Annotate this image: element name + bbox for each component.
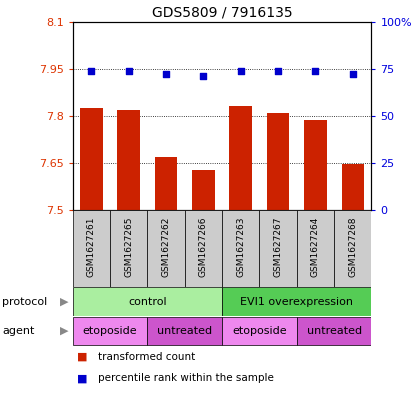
Text: GSM1627264: GSM1627264	[311, 217, 320, 277]
Bar	[73, 287, 222, 316]
Bar	[222, 287, 371, 316]
Point	[88, 68, 95, 74]
Title: GDS5809 / 7916135: GDS5809 / 7916135	[152, 5, 292, 19]
Bar	[147, 210, 185, 287]
Bar	[117, 110, 140, 210]
Bar	[73, 317, 147, 345]
Text: ■: ■	[77, 352, 87, 362]
Text: ▶: ▶	[60, 297, 68, 307]
Bar	[147, 317, 222, 345]
Text: GSM1627267: GSM1627267	[273, 217, 283, 277]
Text: GSM1627263: GSM1627263	[236, 217, 245, 277]
Text: protocol: protocol	[2, 297, 47, 307]
Text: untreated: untreated	[307, 326, 361, 336]
Text: agent: agent	[2, 326, 34, 336]
Point	[163, 71, 169, 77]
Point	[125, 68, 132, 74]
Text: ■: ■	[77, 373, 87, 383]
Bar	[222, 317, 297, 345]
Bar	[110, 210, 147, 287]
Bar	[80, 108, 103, 210]
Point	[200, 73, 207, 79]
Text: GSM1627266: GSM1627266	[199, 217, 208, 277]
Point	[237, 68, 244, 74]
Text: GSM1627261: GSM1627261	[87, 217, 96, 277]
Text: GSM1627262: GSM1627262	[161, 217, 171, 277]
Text: etoposide: etoposide	[83, 326, 137, 336]
Bar	[259, 210, 297, 287]
Text: GSM1627268: GSM1627268	[348, 217, 357, 277]
Text: etoposide: etoposide	[232, 326, 287, 336]
Text: ▶: ▶	[60, 326, 68, 336]
Bar	[185, 210, 222, 287]
Bar	[222, 210, 259, 287]
Bar	[297, 210, 334, 287]
Bar	[155, 158, 177, 210]
Bar	[334, 210, 371, 287]
Point	[312, 68, 319, 74]
Bar	[304, 120, 327, 210]
Text: percentile rank within the sample: percentile rank within the sample	[98, 373, 273, 383]
Bar	[267, 114, 289, 210]
Bar	[73, 210, 110, 287]
Bar	[229, 106, 252, 210]
Point	[349, 71, 356, 77]
Text: GSM1627265: GSM1627265	[124, 217, 133, 277]
Bar	[342, 164, 364, 210]
Text: control: control	[128, 297, 167, 307]
Point	[275, 68, 281, 74]
Bar	[297, 317, 371, 345]
Bar	[192, 170, 215, 210]
Text: untreated: untreated	[157, 326, 212, 336]
Text: EVI1 overexpression: EVI1 overexpression	[240, 297, 353, 307]
Text: transformed count: transformed count	[98, 352, 195, 362]
